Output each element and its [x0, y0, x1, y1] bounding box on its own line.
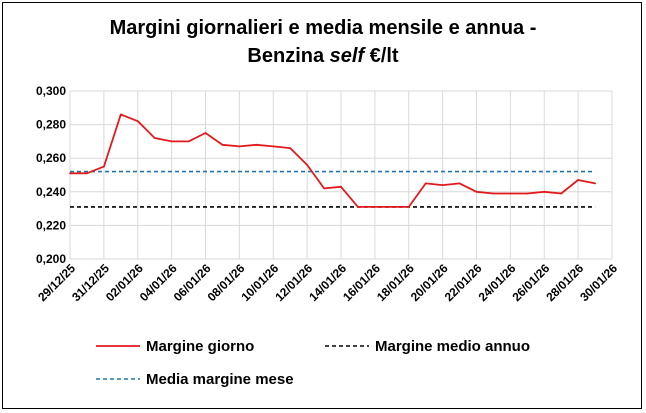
chart-title: Margini giornalieri e media mensile e an… — [0, 14, 646, 70]
data-point — [238, 145, 241, 148]
data-point — [407, 206, 410, 208]
data-point — [475, 190, 478, 193]
data-point — [136, 120, 139, 123]
data-point — [204, 132, 207, 134]
y-tick-label: 0,240 — [36, 185, 66, 199]
data-point — [86, 172, 88, 175]
data-point — [221, 143, 224, 146]
chart-title-line1: Margini giornalieri e media mensile e an… — [109, 17, 537, 39]
chart-title-prefix: Benzina — [247, 45, 330, 67]
y-tick-label: 0,280 — [36, 118, 66, 132]
legend-item-media-margine-mese: Media margine mese — [146, 371, 294, 388]
data-point — [526, 192, 529, 195]
data-point — [340, 185, 342, 188]
data-point — [492, 192, 495, 195]
x-tick-label: 30/01/26 — [577, 261, 620, 304]
data-point — [103, 165, 105, 168]
data-point — [272, 145, 275, 148]
y-tick-label: 0,300 — [36, 84, 66, 98]
data-point — [594, 182, 596, 185]
data-point — [441, 184, 444, 187]
data-point — [153, 137, 156, 139]
series-line-margine-giorno — [70, 113, 596, 208]
data-point — [289, 147, 292, 150]
chart-title-line2: Benzina self €/lt — [0, 42, 646, 70]
data-point — [577, 179, 579, 181]
legend-item-margine-giorno: Margine giorno — [146, 338, 254, 355]
chart-title-italic: self — [329, 45, 365, 67]
data-point — [187, 140, 190, 143]
data-point — [509, 192, 512, 195]
data-point — [424, 182, 427, 185]
chart-title-suffix: €/lt — [364, 45, 399, 67]
data-point — [390, 206, 393, 208]
data-point — [374, 206, 376, 208]
legend-item-margine-medio-annuo: Margine medio annuo — [375, 338, 530, 355]
data-point — [323, 187, 325, 190]
data-point — [458, 182, 461, 185]
data-point — [69, 172, 71, 175]
data-point — [357, 206, 359, 208]
data-point — [306, 164, 308, 166]
y-tick-label: 0,200 — [36, 252, 66, 266]
data-point — [255, 143, 258, 146]
y-tick-label: 0,260 — [36, 151, 66, 165]
data-point — [119, 113, 122, 116]
y-tick-label: 0,220 — [36, 218, 66, 232]
chart-frame — [2, 2, 642, 409]
data-point — [543, 190, 546, 193]
data-point — [560, 192, 563, 195]
data-point — [170, 140, 173, 143]
